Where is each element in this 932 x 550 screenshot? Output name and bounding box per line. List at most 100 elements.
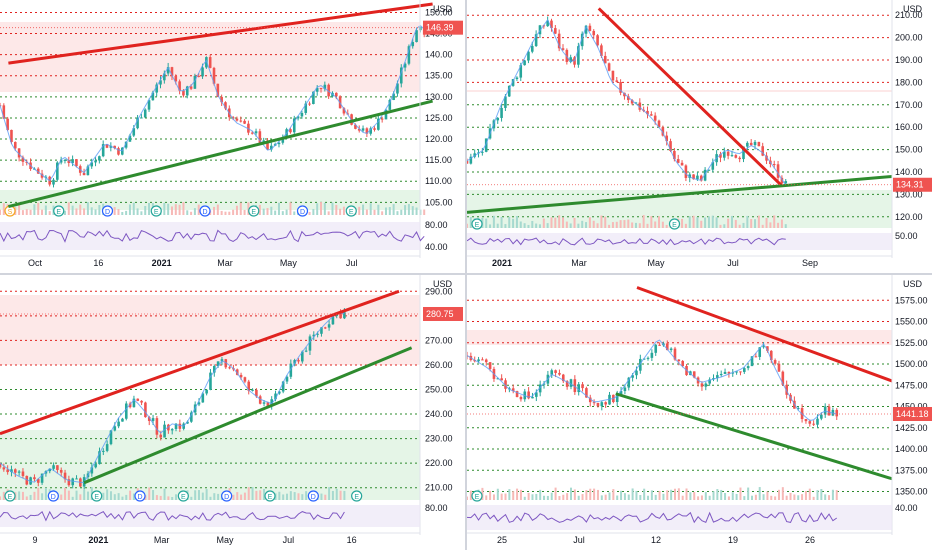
volume-bar [193, 208, 196, 215]
volume-bar [631, 488, 634, 500]
candle-body [247, 381, 251, 391]
volume-bar [546, 495, 549, 500]
candle-body [327, 324, 331, 328]
volume-bar [247, 202, 250, 215]
volume-bar [642, 215, 645, 228]
candle-body [13, 142, 17, 149]
event-marker-label: E [349, 209, 354, 216]
candle-body [384, 109, 388, 120]
chart-panel-bottom-right[interactable]: E 1575.00 1550.00 1525.00 1500.00 1475.00 145… [467, 275, 932, 550]
candle-body [603, 55, 607, 64]
candle-body [124, 141, 128, 148]
candle-body [584, 25, 588, 34]
volume-bar [697, 496, 700, 500]
event-marker-label: E [354, 494, 359, 501]
candle-body [251, 389, 254, 391]
volume-bar [831, 489, 834, 500]
candle-body [820, 414, 823, 419]
volume-bar [342, 206, 345, 215]
event-marker-label: E [672, 222, 677, 229]
candle-body [535, 392, 538, 397]
candle-body [102, 450, 105, 452]
support-trendline [83, 346, 413, 485]
candle-body [255, 389, 258, 397]
volume-bar [762, 494, 765, 500]
volume-bar [719, 224, 722, 228]
volume-bar [117, 493, 120, 500]
candle-body [730, 155, 734, 157]
candle-body [369, 128, 372, 134]
volume-bar [71, 205, 74, 215]
moving-average-line [467, 18, 787, 186]
candle-body [56, 465, 59, 470]
candle-body [749, 142, 753, 146]
last-price-tag [423, 20, 463, 35]
candle-body [155, 84, 158, 93]
volume-bar [274, 210, 277, 215]
volume-bar [535, 493, 538, 500]
volume-bar [79, 204, 82, 215]
rsi-line [0, 510, 345, 522]
candle-body [67, 479, 71, 486]
volume-bar [504, 493, 507, 500]
candle-body [646, 357, 650, 359]
candle-body [33, 477, 36, 480]
volume-bar [531, 494, 534, 500]
candle-body [155, 418, 159, 435]
candle-body [343, 312, 346, 319]
candle-body [415, 30, 418, 43]
candle-body [669, 348, 673, 351]
candle-body [193, 75, 197, 89]
candle-body [40, 473, 44, 483]
candle-body [270, 399, 273, 407]
y-tick-label: 1500.00 [895, 359, 928, 369]
y-tick-label: 140.00 [425, 50, 453, 60]
candle-body [634, 102, 638, 104]
volume-bar [550, 217, 553, 228]
volume-bar [585, 490, 588, 500]
volume-bar [604, 494, 607, 500]
volume-bar [423, 209, 426, 215]
candle-body [639, 358, 642, 371]
volume-bar [186, 210, 189, 215]
candle-body [82, 172, 86, 176]
candle-body [86, 166, 90, 176]
x-tick-label: 16 [93, 258, 103, 268]
event-marker [221, 490, 233, 502]
candle-body [190, 412, 193, 422]
y-tick-label: 290.00 [425, 286, 453, 296]
candle-body [75, 478, 78, 480]
volume-bar [589, 488, 592, 500]
candle-body [743, 368, 746, 372]
candle-body [588, 397, 592, 403]
candle-body [380, 118, 384, 120]
volume-bar [569, 487, 572, 500]
volume-bar [658, 490, 661, 500]
volume-bar [144, 205, 147, 215]
volume-bar [369, 203, 372, 215]
candle-body [14, 469, 17, 473]
x-tick-label: 2021 [88, 535, 108, 545]
chart-panel-top-right[interactable]: E E 210.00 200.00 190.00 180.00 170.00 160.00 1… [467, 0, 932, 273]
event-marker [150, 205, 162, 217]
rsi-tick-label: 40.00 [425, 242, 448, 252]
volume-bar [277, 202, 280, 215]
x-tick-label: 25 [497, 535, 507, 545]
y-tick-label: 130.00 [425, 92, 453, 102]
volume-bar [190, 211, 193, 215]
event-marker [91, 490, 103, 502]
event-marker [199, 205, 211, 217]
volume-bar [407, 204, 410, 215]
rsi-tick-label: 40.00 [895, 503, 918, 513]
candle-body [758, 347, 762, 357]
y-tick-label: 130.00 [895, 189, 923, 199]
volume-bar [611, 222, 614, 228]
candle-body [396, 83, 399, 94]
candle-body [481, 151, 484, 153]
candle-body [319, 87, 323, 90]
volume-bar [258, 204, 261, 215]
event-marker-label: D [311, 494, 316, 501]
candle-body [716, 375, 719, 379]
